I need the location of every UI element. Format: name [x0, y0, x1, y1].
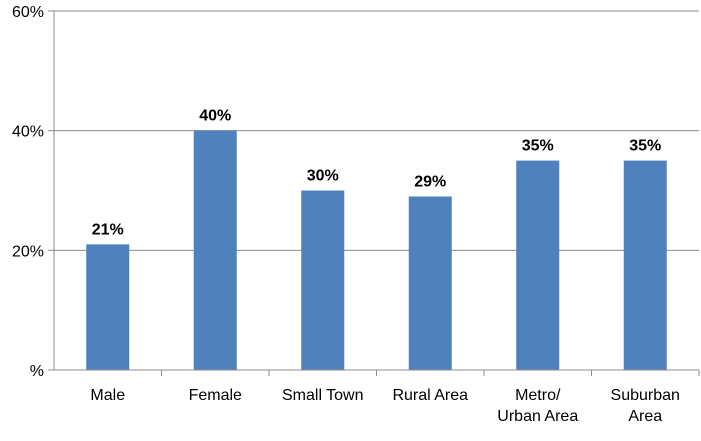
x-tick-label: Rural Area: [392, 387, 468, 404]
x-tick-label: Small Town: [282, 387, 364, 404]
axes: [48, 11, 700, 376]
x-tick-label: Urban Area: [497, 408, 578, 425]
data-label: 29%: [414, 173, 446, 190]
bar: [408, 196, 452, 370]
y-tick-label: %: [30, 363, 44, 380]
bar: [623, 160, 667, 370]
y-tick-label: 60%: [12, 4, 44, 21]
y-axis-ticks: % 20% 40% 60%: [12, 4, 54, 380]
data-label: 40%: [199, 108, 231, 125]
data-label: 35%: [522, 138, 554, 155]
x-tick-label: Area: [628, 408, 662, 425]
bar: [193, 130, 237, 370]
bar: [516, 160, 560, 370]
x-tick-label: Suburban: [611, 387, 680, 404]
bar: [86, 244, 130, 370]
x-tick-label: Male: [90, 387, 125, 404]
bar: [301, 190, 345, 370]
x-tick-label: Female: [189, 387, 242, 404]
data-label: 35%: [629, 138, 661, 155]
data-label: 30%: [307, 168, 339, 185]
bars: [86, 130, 667, 370]
gridlines: [54, 10, 699, 251]
y-tick-label: 40%: [12, 124, 44, 141]
data-label: 21%: [92, 221, 124, 238]
data-labels: 21% 40% 30% 29% 35% 35%: [92, 108, 662, 239]
x-tick-label: Metro/: [515, 387, 561, 404]
y-tick-label: 20%: [12, 243, 44, 260]
x-axis-labels: Male Female Small Town Rural Area Metro/Urba…: [90, 387, 680, 425]
